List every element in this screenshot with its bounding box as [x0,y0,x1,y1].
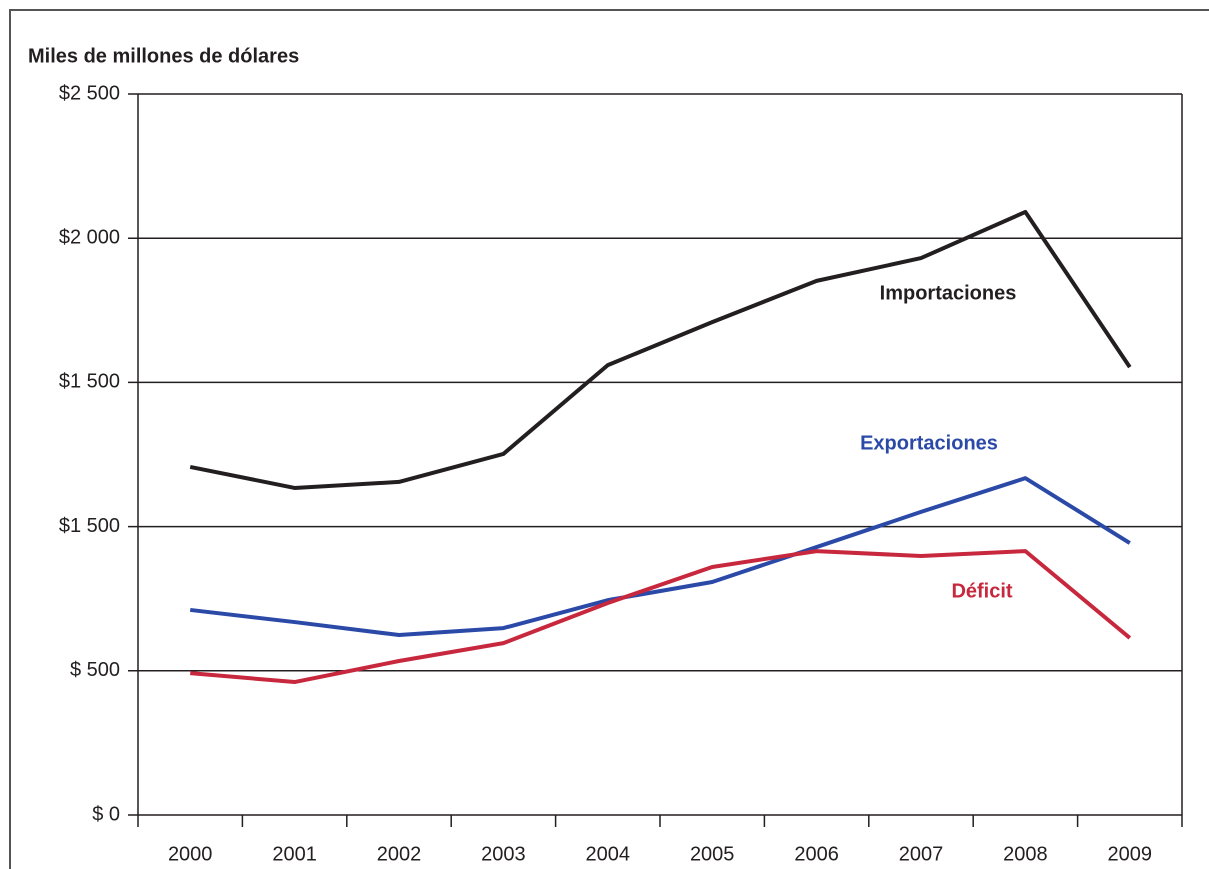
x-tick-label: 2004 [586,843,631,865]
series-label: Importaciones [880,282,1017,304]
y-tick-label: $2 500 [59,82,120,104]
x-tick-label: 2003 [481,843,526,865]
series-line [189,476,1131,638]
x-tick-label: 2000 [168,843,213,865]
y-tick-label: $ 500 [70,659,120,681]
y-tick-label: $ 0 [92,803,120,825]
y-tick-label: $2 000 [59,226,120,248]
series-line [189,209,1132,490]
series-label: Exportaciones [860,432,998,454]
y-tick-label: $1 500 [59,515,120,537]
x-tick-label: 2002 [377,843,422,865]
frame [9,9,1209,869]
x-tick-label: 2008 [1003,843,1048,865]
y-axis-title: Miles de millones de dólares [28,45,299,67]
series-label: Déficit [951,580,1012,602]
x-tick-label: 2001 [272,843,317,865]
x-tick-label: 2007 [899,843,944,865]
x-tick-label: 2005 [690,843,735,865]
series-line [190,549,1132,685]
x-tick-label: 2006 [794,843,839,865]
x-tick-label: 2009 [1108,843,1153,865]
y-tick-label: $1 500 [59,371,120,393]
